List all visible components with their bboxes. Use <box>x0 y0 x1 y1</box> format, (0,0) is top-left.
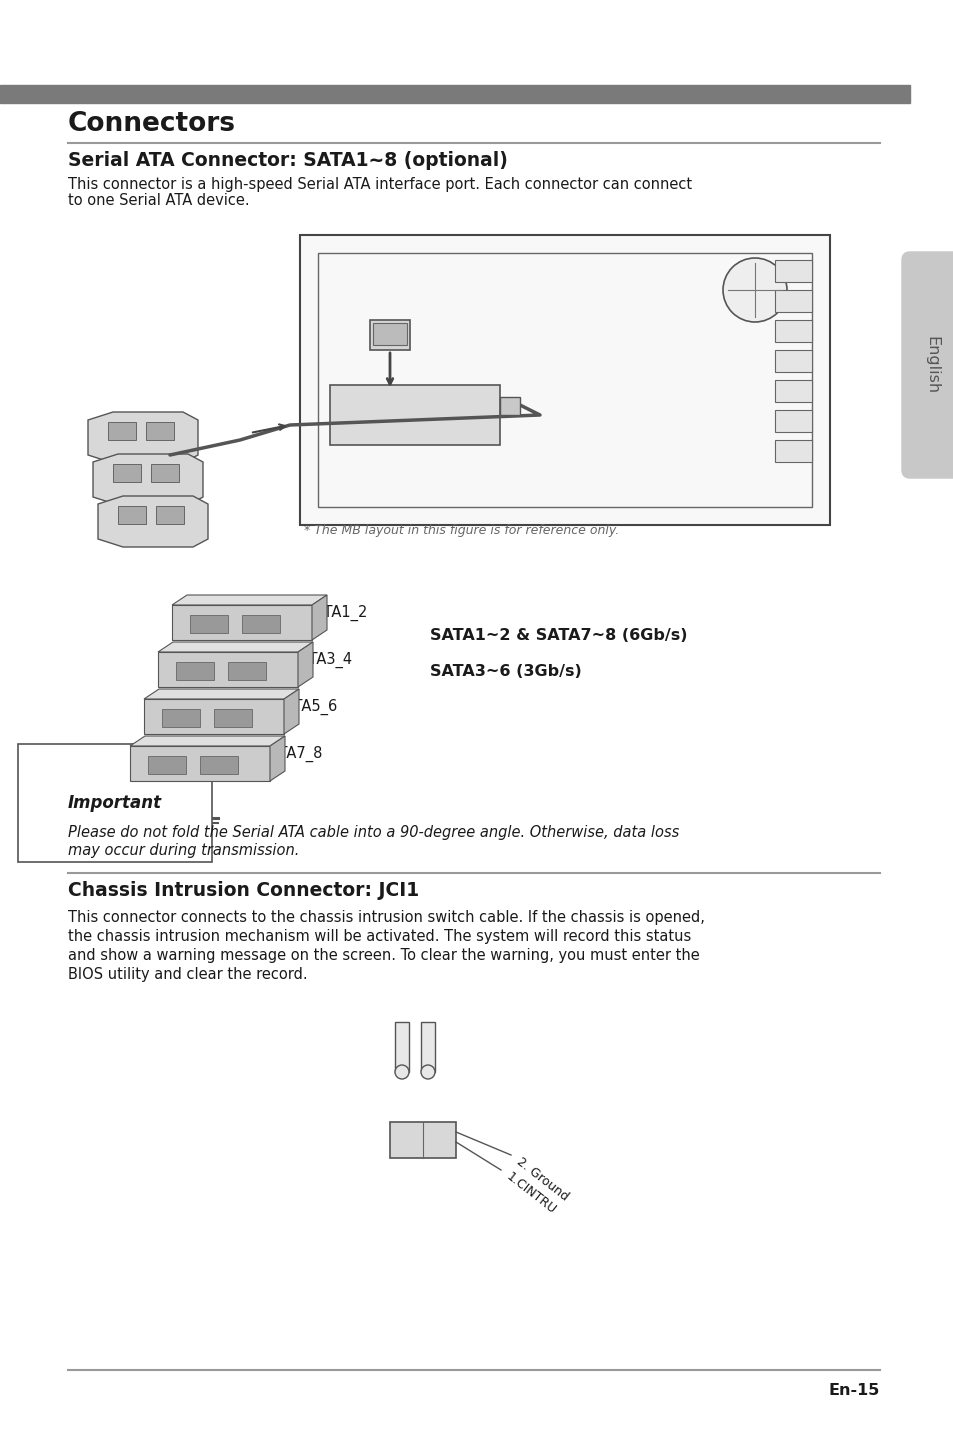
Bar <box>373 324 407 345</box>
Text: Please do not fold the Serial ATA cable into a 90-degree angle. Otherwise, data : Please do not fold the Serial ATA cable … <box>68 825 679 841</box>
Text: Chassis Intrusion Connector: JCI1: Chassis Intrusion Connector: JCI1 <box>68 881 418 899</box>
Polygon shape <box>98 495 208 547</box>
Circle shape <box>420 1065 435 1078</box>
Polygon shape <box>158 652 297 687</box>
Polygon shape <box>88 412 198 463</box>
Bar <box>228 662 266 680</box>
Bar <box>190 614 228 633</box>
Bar <box>774 291 811 312</box>
Text: and show a warning message on the screen. To clear the warning, you must enter t: and show a warning message on the screen… <box>68 948 699 962</box>
Polygon shape <box>172 596 327 604</box>
Text: 1.CINTRU: 1.CINTRU <box>503 1170 558 1217</box>
Bar <box>390 1123 456 1158</box>
Polygon shape <box>284 689 298 735</box>
Text: English: English <box>923 337 939 394</box>
Text: SATA5_6: SATA5_6 <box>274 699 337 715</box>
Text: SATA7_8: SATA7_8 <box>260 746 322 762</box>
Bar <box>499 397 519 415</box>
Bar <box>774 440 811 463</box>
Bar <box>162 709 200 727</box>
Bar <box>242 614 280 633</box>
Text: may occur during transmission.: may occur during transmission. <box>68 843 299 858</box>
Text: Connectors: Connectors <box>68 112 235 137</box>
Bar <box>774 410 811 432</box>
Bar <box>148 756 186 775</box>
Text: to one Serial ATA device.: to one Serial ATA device. <box>68 193 250 208</box>
Text: En-15: En-15 <box>828 1383 879 1398</box>
Polygon shape <box>158 642 313 652</box>
Circle shape <box>395 1065 409 1078</box>
Polygon shape <box>130 746 270 780</box>
Bar <box>774 379 811 402</box>
Bar <box>175 662 213 680</box>
Bar <box>213 709 252 727</box>
Circle shape <box>722 258 786 322</box>
Bar <box>146 422 173 440</box>
Text: SATA1_2: SATA1_2 <box>305 604 367 621</box>
Polygon shape <box>270 736 285 780</box>
Bar <box>774 319 811 342</box>
Polygon shape <box>144 689 298 699</box>
Text: 2. Ground: 2. Ground <box>514 1156 570 1203</box>
Text: Important: Important <box>68 793 162 812</box>
Bar <box>108 422 136 440</box>
Bar <box>200 756 237 775</box>
Polygon shape <box>312 596 327 640</box>
Polygon shape <box>130 736 285 746</box>
Bar <box>151 464 179 483</box>
Text: SATA3~6 (3Gb/s): SATA3~6 (3Gb/s) <box>430 664 581 680</box>
Polygon shape <box>92 454 203 505</box>
Text: * The MB layout in this figure is for reference only.: * The MB layout in this figure is for re… <box>304 524 618 537</box>
Bar <box>420 1022 435 1073</box>
Text: This connector connects to the chassis intrusion switch cable. If the chassis is: This connector connects to the chassis i… <box>68 909 704 925</box>
FancyBboxPatch shape <box>901 252 953 478</box>
Bar <box>112 464 141 483</box>
Bar <box>299 235 829 526</box>
Polygon shape <box>297 642 313 687</box>
Text: the chassis intrusion mechanism will be activated. The system will record this s: the chassis intrusion mechanism will be … <box>68 929 691 944</box>
Bar <box>395 1022 409 1073</box>
Polygon shape <box>144 699 284 735</box>
Bar <box>330 385 499 445</box>
Polygon shape <box>172 604 312 640</box>
Bar <box>774 349 811 372</box>
Bar <box>118 505 146 524</box>
Text: Serial ATA Connector: SATA1~8 (optional): Serial ATA Connector: SATA1~8 (optional) <box>68 150 507 170</box>
Text: BIOS utility and clear the record.: BIOS utility and clear the record. <box>68 967 307 982</box>
Text: This connector is a high-speed Serial ATA interface port. Each connector can con: This connector is a high-speed Serial AT… <box>68 178 691 192</box>
Bar <box>317 253 811 507</box>
Text: SATA3_4: SATA3_4 <box>290 652 352 669</box>
Bar <box>370 319 410 349</box>
Bar <box>156 505 184 524</box>
Bar <box>0 84 909 103</box>
Bar <box>774 261 811 282</box>
Text: SATA1~2 & SATA7~8 (6Gb/s): SATA1~2 & SATA7~8 (6Gb/s) <box>430 627 687 643</box>
